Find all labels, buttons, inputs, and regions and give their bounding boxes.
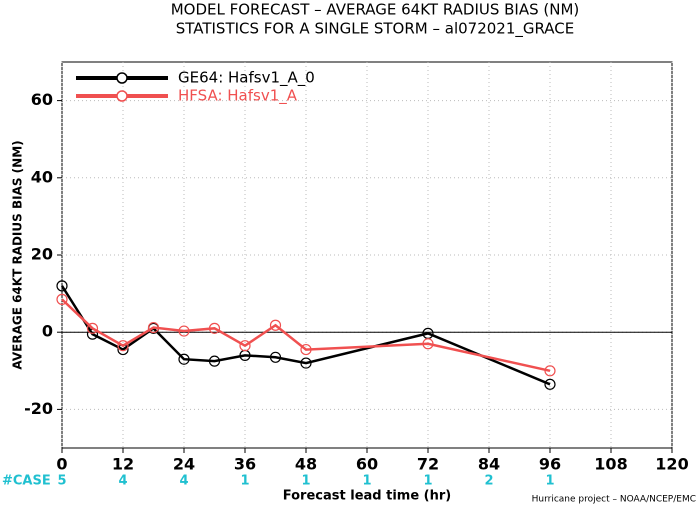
point [544,378,556,390]
point [239,340,251,352]
point [178,325,190,337]
point [269,351,282,363]
point [544,365,556,377]
y-tick-label: 20 [31,245,53,264]
point [56,280,68,292]
x-tick-label: 48 [295,455,317,474]
x-tick-label: 24 [173,455,195,474]
case-count: 1 [240,474,249,489]
chart-subtitle: STATISTICS FOR A SINGLE STORM – al072021… [176,20,575,39]
legend-marker [116,90,128,102]
series-line [60,285,551,386]
x-tick-label: 36 [234,455,256,474]
legend-label: HFSA: Hafsv1_A [178,87,298,106]
case-count: 1 [362,474,371,489]
x-axis-label: Forecast lead time (hr) [283,489,451,504]
footer: Hurricane project – NOAA/NCEP/EMC [532,495,696,505]
point [86,322,99,334]
y-tick-label: 0 [42,322,53,341]
chart-title: MODEL FORECAST – AVERAGE 64KT RADIUS BIA… [171,1,580,19]
point [117,340,129,352]
x-tick-label: 96 [539,455,561,474]
point [422,338,434,350]
point [178,353,190,365]
case-count: 5 [57,474,66,489]
case-count: 4 [118,474,127,489]
x-tick-label: 108 [594,455,627,474]
case-count: 1 [545,474,554,489]
case-count: 2 [484,474,493,489]
point [269,319,282,331]
x-tick-label: 0 [56,455,67,474]
point [300,343,312,356]
case-count: 1 [423,474,432,489]
point [147,321,160,334]
y-tick-label: 40 [31,167,53,186]
point [208,355,221,367]
y-tick-label: 60 [31,90,53,109]
x-tick-label: 120 [655,455,688,474]
case-count: 4 [179,474,188,489]
x-tick-label: 12 [112,455,134,474]
y-axis-label: AVERAGE 64KT RADIUS BIAS (NM) [11,140,25,369]
point [56,293,68,305]
y-tick-label: -20 [24,399,53,418]
x-tick-label: 84 [478,455,500,474]
point [208,322,221,334]
x-tick-label: 60 [356,455,378,474]
cases-label: #CASE [2,474,51,489]
legend-marker [116,72,128,84]
point [300,357,312,369]
series-line [61,298,551,373]
case-count: 1 [301,474,310,489]
x-tick-label: 72 [417,455,439,474]
legend-label: GE64: Hafsv1_A_0 [178,69,315,88]
